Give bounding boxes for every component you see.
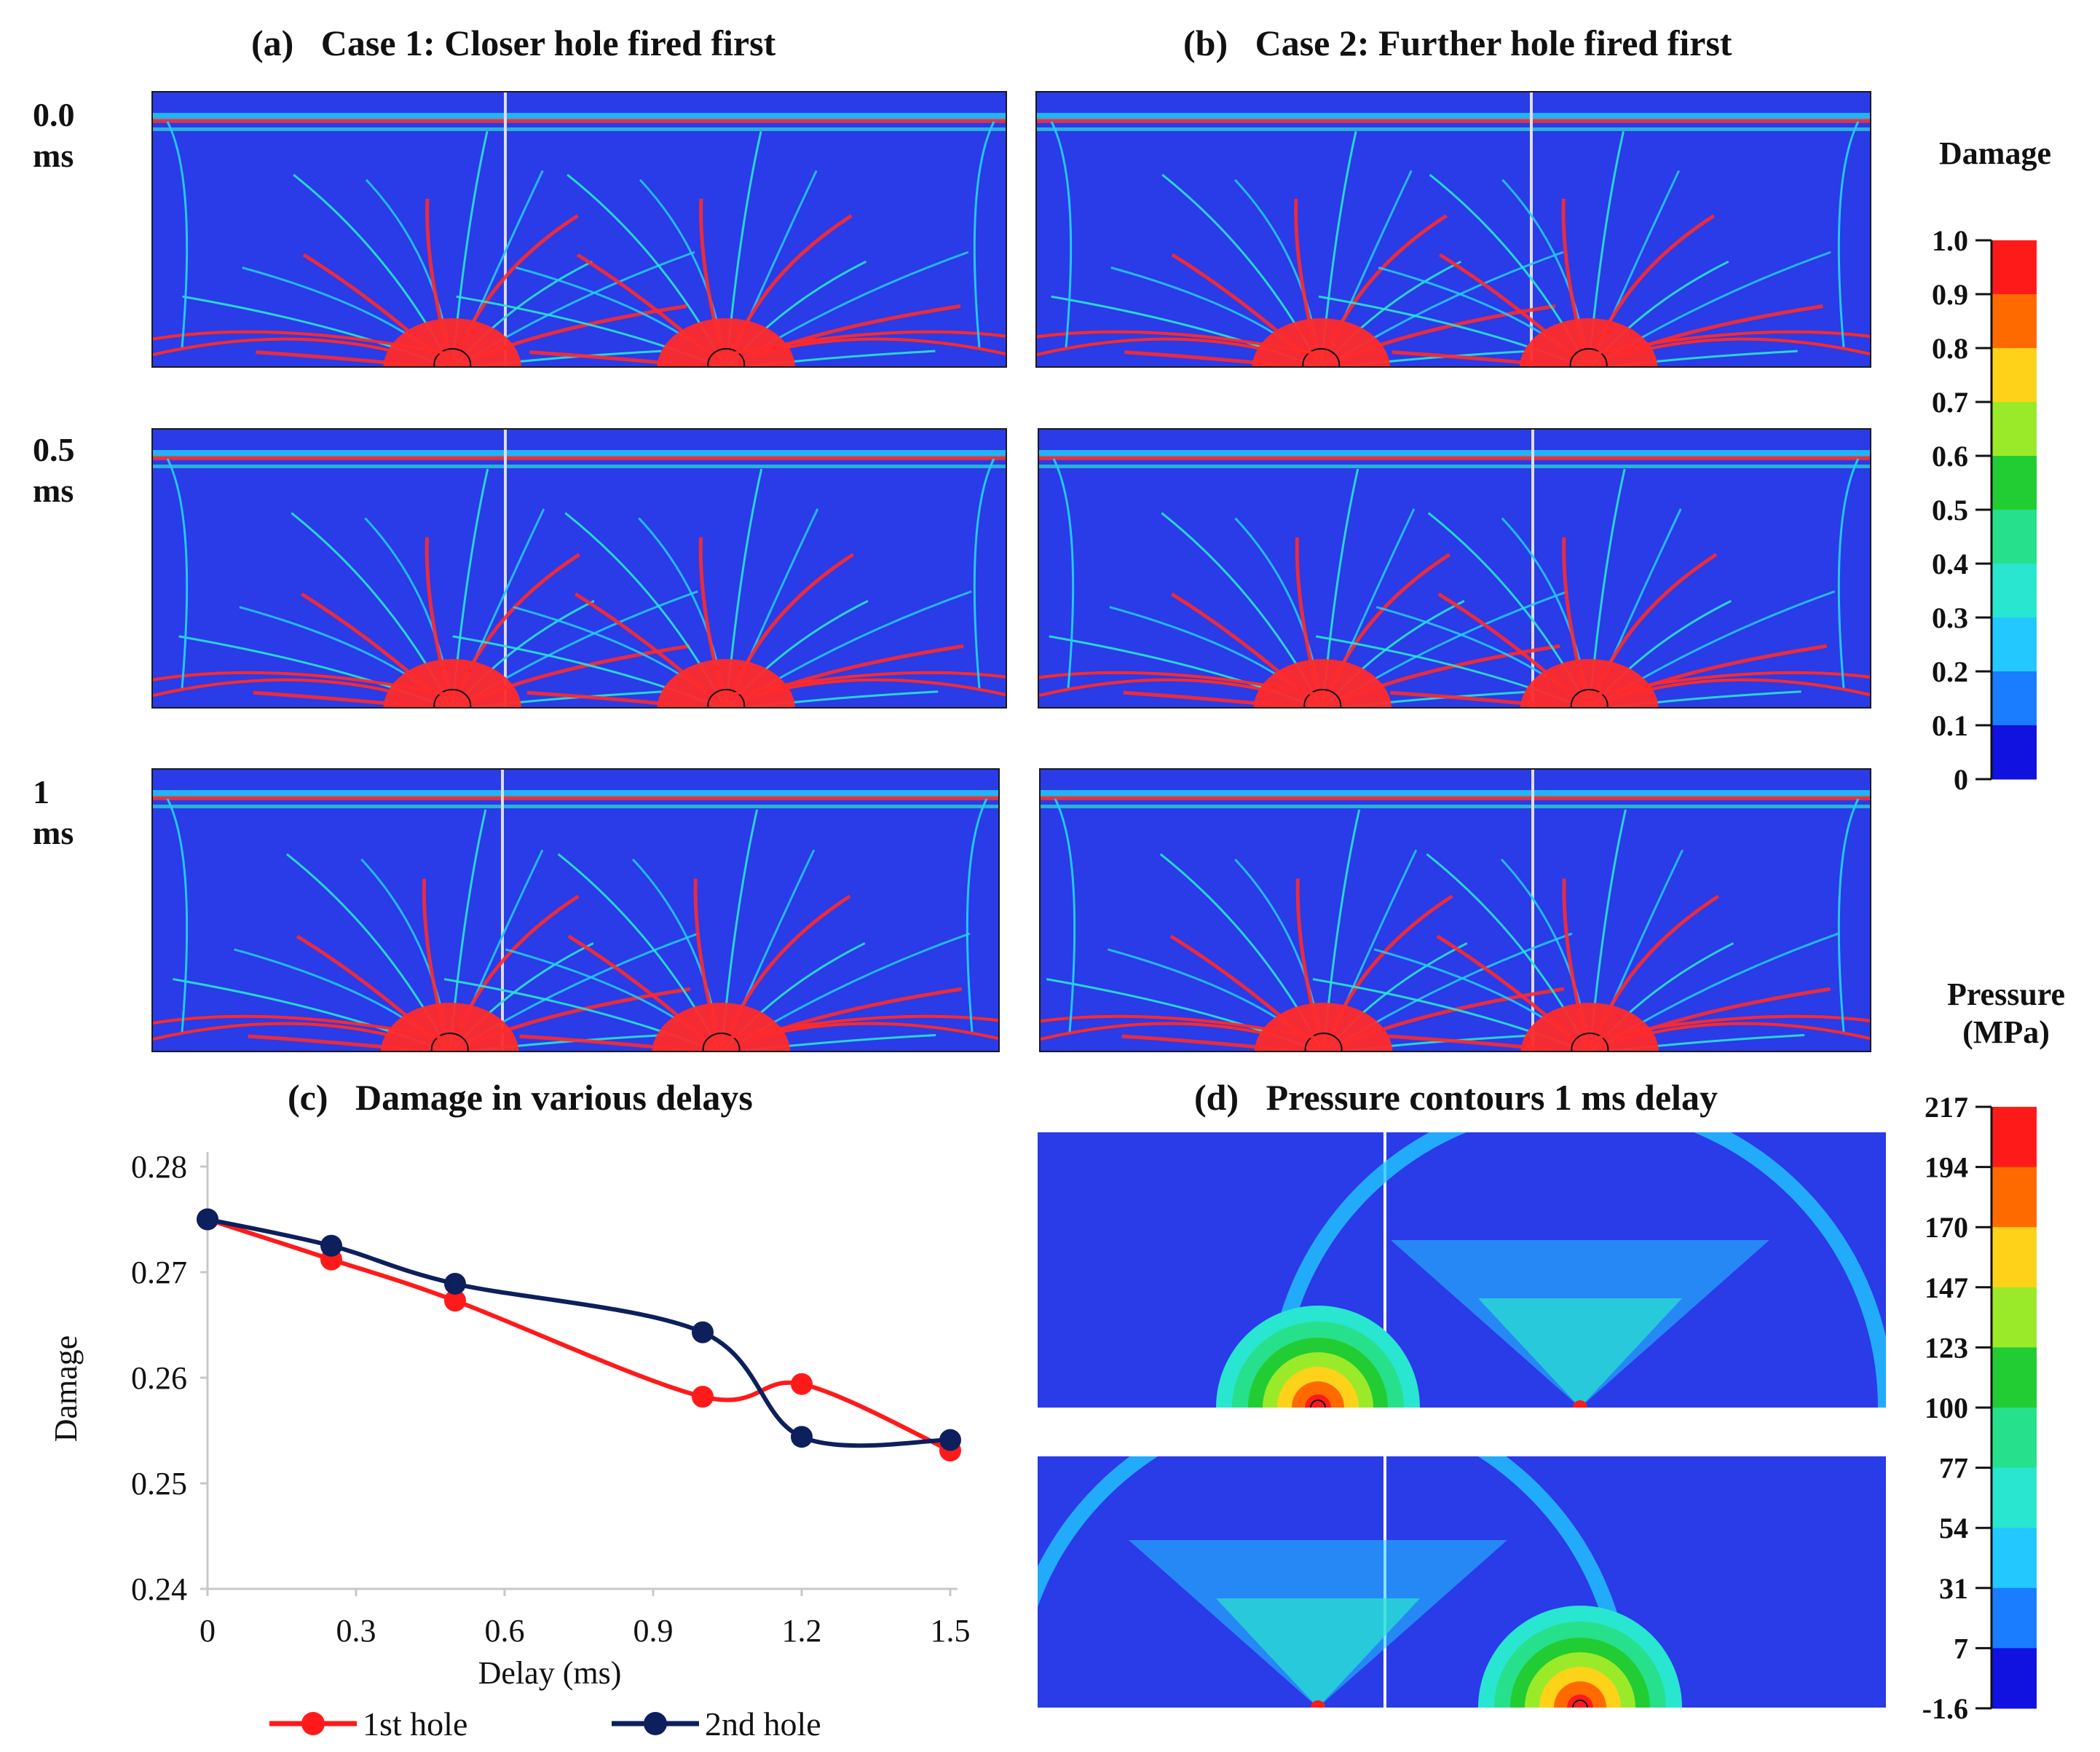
row-label-value: 0.0: [33, 96, 75, 133]
legend-marker-1: [301, 1712, 325, 1735]
data-point-series-2: [791, 1426, 813, 1448]
damage-delay-chart-svg: 0.24 0.25 0.26 0.27 0.28 0 0.3 0.6 0.9 1.2 1.5 Dela…: [48, 1149, 971, 1743]
row-label-value: 1: [33, 773, 50, 810]
colorbar-segment: [1992, 617, 2037, 672]
colorbar-tick-label: 194: [1925, 1151, 1968, 1184]
damage-colorbar-title: Damage: [1939, 135, 2051, 171]
pressure-colorbar: 217 194 170 147 123 100 77 54 31 7 -1.6: [1922, 1091, 2037, 1725]
colorbar-segment: [1992, 1347, 2037, 1408]
data-point-series-2: [939, 1429, 961, 1451]
colorbar-segment: [1992, 240, 2037, 295]
colorbar-tick-label: 0.2: [1932, 655, 1968, 688]
pressure-colorbar-title-line2: (MPa): [1962, 1014, 2050, 1050]
panel-a-title: (a) Case 1: Closer hole fired first: [251, 23, 776, 63]
row-label-1ms: 1 ms: [33, 772, 120, 853]
legend-label-1: 1st hole: [363, 1705, 467, 1743]
pressure-contour-top: [1038, 1132, 1886, 1408]
damage-contour-a-0ms: [151, 91, 1007, 368]
colorbar-segment: [1992, 1648, 2037, 1709]
colorbar-segment: [1992, 402, 2037, 457]
colorbar-tick-label: 217: [1925, 1091, 1968, 1124]
damage-colorbar: 1.0 0.9 0.8 0.7 0.6 0.5 0.4 0.3 0.2 0.1 0: [1932, 224, 2037, 796]
colorbar-tick-label: 0.6: [1932, 440, 1968, 473]
colorbar-tick-label: 1.0: [1932, 224, 1968, 257]
colorbar-segment: [1992, 1167, 2037, 1228]
colorbar-tick-label: 0.8: [1932, 332, 1968, 365]
pressure-colorbar-title: Pressure (MPa): [1922, 976, 2090, 1051]
colorbar-tick-label: 170: [1925, 1211, 1968, 1244]
x-tick-label: 0.3: [336, 1613, 376, 1649]
data-point-series-1: [692, 1386, 714, 1408]
y-tick-label: 0.24: [131, 1571, 187, 1607]
colorbar-tick-label: 0.3: [1932, 601, 1968, 634]
damage-contour-a-0-5ms: [151, 428, 1007, 709]
y-tick-label: 0.28: [131, 1149, 187, 1185]
x-tick-label: 0.6: [485, 1613, 525, 1649]
colorbar-tick-label: 0: [1954, 763, 1968, 796]
legend-label-2: 2nd hole: [705, 1705, 821, 1743]
colorbar-segment: [1992, 671, 2037, 726]
panel-c-title: (c) Damage in various delays: [288, 1077, 753, 1118]
row-label-unit: ms: [33, 137, 74, 174]
colorbar-tick-label: 77: [1939, 1452, 1968, 1485]
data-point-series-1: [791, 1373, 813, 1395]
colorbar-segment: [1992, 1467, 2037, 1528]
y-tick-label: 0.25: [131, 1466, 187, 1502]
y-axis-label: Damage: [48, 1335, 84, 1443]
row-label-0-5ms: 0.5 ms: [33, 430, 120, 511]
colorbar-segment: [1992, 294, 2037, 349]
colorbar-segment: [1992, 1107, 2037, 1168]
row-label-0ms: 0.0 ms: [33, 95, 120, 176]
colorbar-segment: [1992, 1528, 2037, 1589]
data-point-series-2: [197, 1208, 218, 1231]
x-tick-label: 1.5: [931, 1613, 971, 1649]
row-label-unit: ms: [33, 814, 74, 851]
colorbar-segment: [1992, 564, 2037, 618]
colorbar-tick-label: 147: [1925, 1271, 1968, 1304]
colorbar-segment: [1992, 1408, 2037, 1469]
colorbar-segment: [1992, 1587, 2037, 1649]
damage-contour-a-1ms: [151, 768, 1000, 1052]
colorbar-segment: [1992, 348, 2037, 403]
x-tick-label: 1.2: [782, 1613, 822, 1649]
colorbar-tick-label: 0.9: [1932, 278, 1968, 311]
pressure-contour-bottom: [1038, 1456, 1886, 1708]
pressure-colorbar-title-line1: Pressure: [1946, 976, 2066, 1012]
data-point-series-2: [444, 1272, 466, 1295]
x-axis-label: Delay (ms): [478, 1655, 622, 1691]
colorbar-tick-label: 100: [1925, 1392, 1968, 1424]
x-tick-label: 0: [200, 1613, 216, 1649]
series-line-1: [207, 1217, 952, 1453]
damage-delay-chart: 0.24 0.25 0.26 0.27 0.28 0 0.3 0.6 0.9 1.2 1.5 Dela…: [44, 1107, 990, 1748]
damage-contour-b-0-5ms: [1038, 428, 1871, 709]
damage-contour-b-0ms: [1035, 91, 1871, 368]
x-tick-label: 0.9: [633, 1613, 674, 1649]
damage-contour-b-1ms: [1039, 768, 1871, 1052]
data-point-series-2: [320, 1234, 342, 1257]
legend-marker-2: [644, 1712, 667, 1735]
colorbar-tick-label: 31: [1939, 1572, 1968, 1605]
row-label-value: 0.5: [33, 431, 75, 468]
colorbar-tick-label: -1.6: [1922, 1692, 1968, 1725]
panel-d-title: (d) Pressure contours 1 ms delay: [1194, 1077, 1718, 1118]
colorbar-segment: [1992, 725, 2037, 780]
colorbar-tick-label: 0.4: [1932, 548, 1968, 580]
colorbar-tick-label: 0.5: [1932, 494, 1968, 526]
y-tick-label: 0.27: [131, 1255, 187, 1290]
colorbar-tick-label: 7: [1954, 1632, 1968, 1665]
colorbar-tick-label: 0.7: [1932, 386, 1968, 419]
data-point-series-1: [444, 1290, 466, 1312]
data-point-series-2: [692, 1321, 714, 1343]
colorbar-tick-label: 123: [1925, 1331, 1968, 1364]
y-tick-label: 0.26: [131, 1360, 187, 1396]
colorbar-segment: [1992, 1227, 2037, 1288]
colorbar-segment: [1992, 456, 2037, 510]
colorbar-tick-label: 0.1: [1932, 709, 1968, 742]
row-label-unit: ms: [33, 472, 74, 509]
colorbar-segment: [1992, 510, 2037, 564]
panel-b-title: (b) Case 2: Further hole fired first: [1183, 23, 1732, 63]
colorbar-segment: [1992, 1287, 2037, 1348]
colorbar-tick-label: 54: [1939, 1512, 1968, 1544]
